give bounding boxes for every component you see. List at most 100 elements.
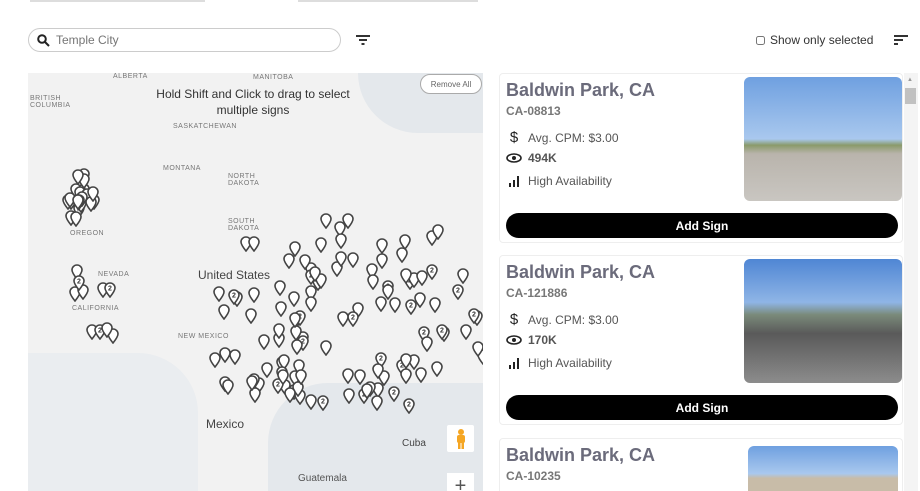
sign-marker-icon[interactable] bbox=[396, 247, 408, 264]
sign-marker-icon[interactable] bbox=[382, 284, 395, 301]
sign-marker-icon[interactable] bbox=[289, 241, 301, 258]
sign-marker-icon[interactable] bbox=[375, 295, 388, 312]
sign-marker-icon[interactable] bbox=[415, 366, 428, 383]
add-sign-button[interactable]: Add Sign bbox=[506, 395, 898, 420]
sign-marker-icon[interactable] bbox=[219, 347, 232, 364]
cluster-marker[interactable]: 2 bbox=[104, 281, 116, 298]
sign-marker-icon[interactable] bbox=[400, 268, 412, 285]
sign-marker-icon[interactable] bbox=[336, 311, 349, 328]
sign-marker-icon[interactable] bbox=[249, 387, 262, 404]
sign-marker-icon[interactable] bbox=[366, 263, 379, 280]
sign-marker-icon[interactable] bbox=[342, 213, 354, 230]
sign-card[interactable]: Baldwin Park, CA CA-121886 $ Avg. CPM: $3… bbox=[499, 255, 903, 425]
cluster-marker[interactable]: 2 bbox=[272, 378, 284, 395]
sign-marker-icon[interactable] bbox=[432, 223, 444, 240]
sort-icon[interactable] bbox=[894, 34, 908, 46]
sign-marker-icon[interactable] bbox=[305, 284, 318, 301]
sign-marker-icon[interactable] bbox=[260, 362, 273, 379]
sign-marker-icon[interactable] bbox=[471, 341, 483, 358]
sign-marker-icon[interactable] bbox=[278, 353, 290, 370]
sign-marker-icon[interactable] bbox=[320, 340, 333, 357]
cluster-marker[interactable]: 2 bbox=[403, 397, 416, 414]
street-view-pegman-icon[interactable] bbox=[447, 425, 474, 452]
show-only-selected[interactable]: Show only selected bbox=[756, 33, 873, 47]
sign-marker-icon[interactable] bbox=[456, 268, 469, 285]
sign-marker-icon[interactable] bbox=[71, 169, 84, 186]
sign-marker-icon[interactable] bbox=[309, 265, 322, 282]
sign-marker-icon[interactable] bbox=[415, 270, 428, 287]
sign-marker-icon[interactable] bbox=[212, 285, 225, 302]
sign-marker-icon[interactable] bbox=[245, 307, 258, 324]
sign-marker-icon[interactable] bbox=[247, 287, 260, 304]
sign-marker-icon[interactable] bbox=[400, 368, 413, 385]
sign-marker-icon[interactable] bbox=[376, 253, 389, 270]
sign-marker-icon[interactable] bbox=[370, 395, 383, 412]
zoom-in-button[interactable]: + bbox=[447, 473, 474, 491]
sign-marker-icon[interactable] bbox=[315, 236, 328, 253]
sign-marker-icon[interactable] bbox=[229, 349, 241, 366]
sign-marker-icon[interactable] bbox=[305, 296, 317, 313]
add-sign-button[interactable]: Add Sign bbox=[506, 213, 898, 238]
cluster-marker[interactable]: 2 bbox=[73, 274, 86, 291]
sign-marker-icon[interactable] bbox=[429, 297, 442, 314]
filter-icon[interactable] bbox=[356, 34, 370, 46]
sign-marker-icon[interactable] bbox=[274, 280, 287, 297]
sign-photo[interactable] bbox=[744, 259, 902, 383]
cluster-marker[interactable]: 2 bbox=[375, 351, 388, 368]
sign-marker-icon[interactable] bbox=[218, 304, 230, 321]
sign-marker-icon[interactable] bbox=[346, 252, 359, 269]
sign-card[interactable]: Baldwin Park, CA CA-10235 bbox=[499, 438, 903, 491]
sign-marker-icon[interactable] bbox=[460, 323, 472, 340]
cluster-marker[interactable]: 2 bbox=[436, 324, 449, 341]
cluster-marker[interactable]: 2 bbox=[317, 395, 330, 412]
sign-marker-icon[interactable] bbox=[366, 274, 379, 291]
sign-marker-icon[interactable] bbox=[86, 186, 99, 203]
sign-marker-icon[interactable] bbox=[298, 254, 311, 271]
sign-marker-icon[interactable] bbox=[222, 379, 235, 396]
sign-marker-icon[interactable] bbox=[361, 383, 373, 400]
sign-marker-icon[interactable] bbox=[282, 253, 295, 270]
sign-marker-icon[interactable] bbox=[71, 194, 84, 211]
sign-marker-icon[interactable] bbox=[389, 297, 401, 314]
cluster-marker[interactable]: 2 bbox=[228, 289, 240, 306]
sign-photo[interactable] bbox=[748, 446, 898, 491]
sign-marker-icon[interactable] bbox=[335, 251, 347, 268]
sign-marker-icon[interactable] bbox=[400, 353, 413, 370]
sign-marker-icon[interactable] bbox=[245, 375, 258, 392]
sign-marker-icon[interactable] bbox=[247, 236, 260, 253]
sign-marker-icon[interactable] bbox=[342, 368, 355, 385]
list-scrollbar[interactable]: ▲ bbox=[904, 73, 918, 491]
cluster-marker[interactable]: 2 bbox=[404, 299, 417, 316]
sign-marker-icon[interactable] bbox=[372, 363, 384, 380]
sign-marker-icon[interactable] bbox=[288, 312, 301, 329]
show-only-selected-checkbox[interactable] bbox=[756, 35, 765, 45]
sign-card[interactable]: Baldwin Park, CA CA-08813 $ Avg. CPM: $3.… bbox=[499, 73, 903, 243]
cluster-marker[interactable]: 2 bbox=[468, 308, 481, 325]
sign-marker-icon[interactable] bbox=[315, 273, 327, 290]
sign-marker-icon[interactable] bbox=[319, 213, 332, 230]
scroll-up-arrow-icon[interactable]: ▲ bbox=[907, 77, 913, 83]
sign-marker-icon[interactable] bbox=[208, 351, 221, 368]
sign-marker-icon[interactable] bbox=[70, 210, 83, 227]
cluster-marker[interactable]: 2 bbox=[388, 385, 401, 402]
search-input[interactable] bbox=[56, 33, 316, 47]
sign-marker-icon[interactable] bbox=[399, 234, 412, 251]
sign-marker-icon[interactable] bbox=[376, 238, 388, 255]
sign-marker-icon[interactable] bbox=[284, 386, 297, 403]
sign-marker-icon[interactable] bbox=[295, 368, 308, 385]
map[interactable]: BRITISH COLUMBIA ALBERTA SASKATCHEWAN MA… bbox=[28, 73, 483, 491]
search-bar[interactable] bbox=[28, 28, 341, 52]
sign-marker-icon[interactable] bbox=[421, 335, 433, 352]
sign-marker-icon[interactable] bbox=[273, 323, 285, 340]
cluster-marker[interactable]: 2 bbox=[425, 264, 438, 281]
sign-marker-icon[interactable] bbox=[334, 232, 347, 249]
remove-all-button[interactable]: Remove All bbox=[420, 74, 482, 94]
sign-marker-icon[interactable] bbox=[334, 221, 347, 238]
sign-marker-icon[interactable] bbox=[101, 322, 114, 339]
sign-marker-icon[interactable] bbox=[413, 291, 426, 308]
top-tab-left[interactable] bbox=[30, 0, 205, 2]
sign-marker-icon[interactable] bbox=[274, 300, 287, 317]
top-tab-right[interactable] bbox=[298, 0, 478, 2]
sign-photo[interactable] bbox=[744, 77, 902, 201]
scrollbar-thumb[interactable] bbox=[905, 88, 916, 104]
